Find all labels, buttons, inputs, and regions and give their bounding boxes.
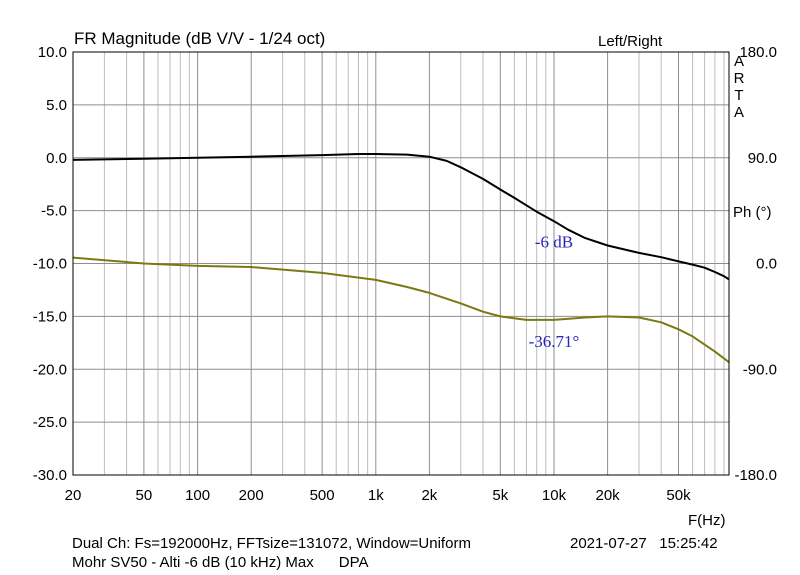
- x-tick-label: 1k: [368, 487, 384, 504]
- x-tick-label: 500: [310, 487, 335, 504]
- watermark-letter: A: [734, 53, 744, 70]
- right-axis-label: Ph (°): [733, 204, 772, 221]
- annotations: -6 dB -36.71°: [529, 233, 580, 351]
- watermark-letter: A: [734, 104, 744, 121]
- grid-lines: [72, 52, 729, 475]
- x-tick-label: 10k: [542, 487, 567, 504]
- tick-labels: 20 50 100 200 500 1k 2k 5k 10k 20k 50k 10.0 5.0 0.0 -5…: [33, 44, 777, 504]
- phase-annotation: -36.71°: [529, 332, 580, 351]
- x-tick-label: 20k: [596, 487, 621, 504]
- x-tick-label: 50k: [666, 487, 691, 504]
- y-right-tick-label: 90.0: [748, 150, 777, 167]
- x-tick-label: 5k: [492, 487, 508, 504]
- x-tick-label: 200: [239, 487, 264, 504]
- x-axis-label: F(Hz): [688, 512, 726, 529]
- watermark-letter: R: [734, 70, 745, 87]
- y-tick-label: 10.0: [38, 44, 67, 61]
- y-tick-label: 0.0: [46, 150, 67, 167]
- magnitude-curve: [72, 153, 730, 281]
- y-right-tick-label: -180.0: [734, 467, 777, 484]
- plot-frame: [72, 51, 730, 476]
- y-right-tick-label: -90.0: [743, 361, 777, 378]
- footer-datetime: 2021-07-27 15:25:42: [570, 535, 718, 552]
- magnitude-annotation: -6 dB: [535, 233, 573, 252]
- channel-label: Left/Right: [598, 33, 663, 50]
- x-tick-label: 2k: [421, 487, 437, 504]
- x-tick-label: 100: [185, 487, 210, 504]
- y-right-tick-label: 0.0: [756, 256, 777, 273]
- y-right-tick-label: 180.0: [739, 44, 777, 61]
- y-tick-label: 5.0: [46, 97, 67, 114]
- x-tick-label: 20: [65, 487, 82, 504]
- y-tick-label: -15.0: [33, 308, 67, 325]
- watermark-letter: T: [734, 87, 743, 104]
- curves: [72, 153, 730, 363]
- chart-title: FR Magnitude (dB V/V - 1/24 oct): [74, 29, 325, 48]
- footer-measurement-info: Dual Ch: Fs=192000Hz, FFTsize=131072, Wi…: [72, 535, 471, 552]
- y-tick-label: -30.0: [33, 467, 67, 484]
- phase-curve: [72, 256, 730, 363]
- y-tick-label: -10.0: [33, 256, 67, 273]
- y-tick-label: -5.0: [41, 203, 67, 220]
- x-tick-label: 50: [136, 487, 153, 504]
- y-tick-label: -25.0: [33, 414, 67, 431]
- footer-device-info: Mohr SV50 - Alti -6 dB (10 kHz) Max DPA: [72, 554, 368, 571]
- y-tick-label: -20.0: [33, 361, 67, 378]
